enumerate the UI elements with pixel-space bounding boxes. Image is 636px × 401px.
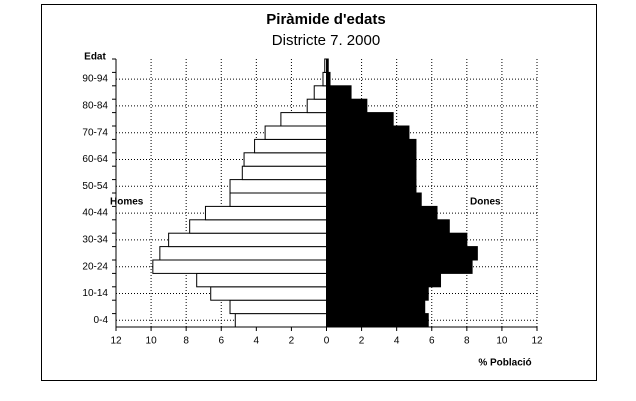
- bar: [326, 286, 429, 301]
- x-tick-label: 8: [183, 336, 189, 347]
- bar: [326, 85, 352, 100]
- y-tick-label: 90-94: [82, 74, 108, 85]
- x-axis-title: % Població: [478, 358, 531, 369]
- x-tick-label: 12: [110, 336, 122, 347]
- bar: [326, 259, 473, 274]
- y-tick-label: 50-54: [82, 181, 108, 192]
- bar: [229, 179, 327, 194]
- bar: [189, 219, 327, 234]
- y-axis-title: Edat: [84, 52, 106, 63]
- bar: [326, 232, 468, 248]
- y-tick-label: 30-34: [82, 235, 108, 246]
- bar: [241, 165, 327, 181]
- bar: [313, 85, 327, 100]
- bar: [159, 246, 327, 261]
- bar: [280, 112, 327, 127]
- bar: [196, 272, 327, 288]
- bar: [326, 205, 438, 221]
- bar: [326, 112, 394, 127]
- bar: [204, 205, 327, 221]
- x-tick-label: 6: [429, 336, 435, 347]
- bar: [326, 313, 429, 328]
- bar: [306, 98, 327, 114]
- x-tick-label: 8: [464, 336, 470, 347]
- x-tick-label: 4: [254, 336, 260, 347]
- y-tick-label: 0-4: [94, 315, 109, 326]
- x-tick-label: 0: [324, 336, 330, 347]
- bar: [326, 98, 368, 114]
- bar: [326, 125, 410, 140]
- chart-title: Piràmide d'edats: [266, 11, 385, 28]
- y-tick-label: 10-14: [82, 288, 108, 299]
- bar: [326, 138, 417, 154]
- x-tick-label: 6: [218, 336, 224, 347]
- y-tick-label: 70-74: [82, 127, 108, 138]
- bar: [254, 138, 327, 154]
- bar: [210, 286, 328, 301]
- chart-subtitle: Districte 7. 2000: [272, 32, 380, 49]
- bar: [264, 125, 327, 140]
- bar: [326, 299, 426, 315]
- y-tick-label: 20-24: [82, 261, 108, 272]
- bar: [326, 179, 417, 194]
- y-tick-label: 80-84: [82, 101, 108, 112]
- bar: [326, 192, 422, 207]
- legend-label: Dones: [470, 197, 501, 208]
- chart-frame: [41, 4, 597, 381]
- x-tick-label: 2: [289, 336, 295, 347]
- bar: [243, 152, 327, 167]
- x-tick-label: 4: [394, 336, 400, 347]
- bar: [326, 272, 442, 288]
- x-tick-label: 10: [496, 336, 508, 347]
- bar: [168, 232, 327, 248]
- x-tick-label: 12: [531, 336, 543, 347]
- bar: [326, 165, 417, 181]
- bar: [234, 313, 328, 328]
- bar: [326, 246, 478, 261]
- legend-label: Homes: [110, 197, 144, 208]
- bar: [326, 71, 331, 87]
- bar: [322, 71, 328, 87]
- bar: [152, 259, 327, 274]
- x-tick-label: 10: [146, 336, 158, 347]
- bar: [326, 152, 417, 167]
- bar: [229, 299, 327, 315]
- bar: [229, 192, 327, 207]
- x-tick-label: 2: [359, 336, 365, 347]
- y-tick-label: 40-44: [82, 208, 108, 219]
- bar: [326, 219, 450, 234]
- bar: [326, 58, 329, 73]
- y-tick-label: 60-64: [82, 154, 108, 165]
